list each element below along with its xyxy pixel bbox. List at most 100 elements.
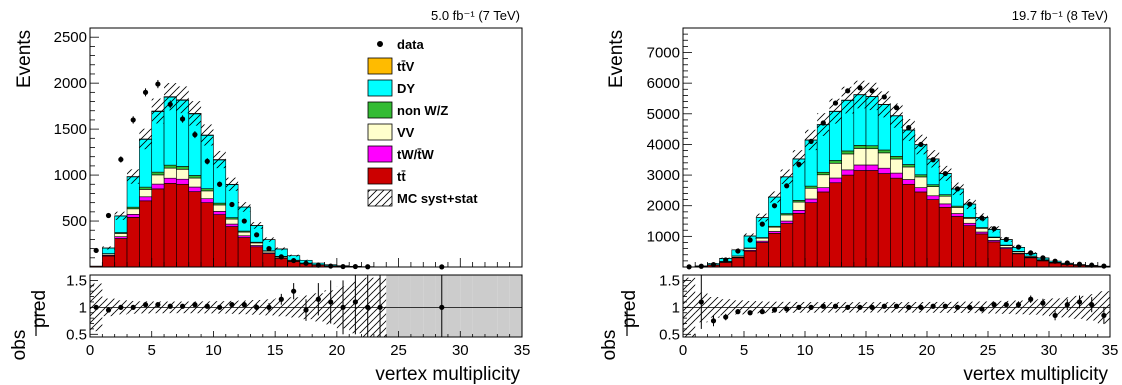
bar <box>829 182 842 268</box>
bar <box>963 225 977 268</box>
ratio-point <box>1089 302 1095 308</box>
bar <box>176 183 190 268</box>
bar <box>914 191 928 268</box>
legend-label: MC syst+stat <box>397 191 478 206</box>
data-point <box>167 101 173 107</box>
legend-swatch <box>367 101 393 119</box>
bar <box>951 216 964 268</box>
bar <box>792 201 806 211</box>
data-point <box>278 254 284 260</box>
data-point <box>266 246 272 252</box>
ratio-point <box>439 304 445 310</box>
bar <box>188 191 202 268</box>
x-tick-label: 10 <box>797 342 814 359</box>
bar <box>865 170 879 268</box>
bar <box>804 198 818 203</box>
bar <box>999 248 1013 268</box>
data-point <box>1064 260 1070 266</box>
uncertainty-bin <box>866 82 879 111</box>
data-point <box>254 232 260 238</box>
data-points <box>686 85 1107 270</box>
ratio-point <box>315 296 321 302</box>
ratio-point <box>229 302 235 308</box>
uncertainty-bin <box>139 128 152 150</box>
ratio-point <box>796 304 802 310</box>
bar <box>139 186 153 190</box>
bar <box>225 223 239 227</box>
legend-hatch <box>367 189 393 207</box>
y-tick-label: 4000 <box>647 136 680 153</box>
x-tick-label: 25 <box>390 342 407 359</box>
bar <box>841 174 855 268</box>
bar <box>890 158 903 174</box>
x-tick-label: 5 <box>148 342 156 359</box>
bar <box>768 226 781 232</box>
uncertainty-bin <box>225 177 239 191</box>
data-point <box>735 248 741 254</box>
ratio-point <box>291 288 297 294</box>
uncertainty-bin <box>188 101 202 126</box>
bar <box>188 175 202 179</box>
ratio-point <box>784 306 790 312</box>
ratio-title-bottom: pred <box>619 290 640 328</box>
ratio-point <box>365 304 371 310</box>
ratio-y-tick-label: 1.5 <box>659 272 680 289</box>
bar <box>975 233 989 268</box>
x-tick-label: 35 <box>514 342 531 359</box>
bar <box>902 164 916 168</box>
bar <box>804 185 818 189</box>
series-tt̄ <box>682 170 1111 268</box>
ratio-empty-bin <box>386 275 399 337</box>
bar <box>755 237 769 242</box>
ratio-point <box>118 304 124 310</box>
bar <box>250 242 264 246</box>
ratio-point <box>918 304 924 310</box>
bar <box>102 255 115 268</box>
bar <box>743 250 757 268</box>
ratio-point <box>857 304 863 310</box>
ratio-point <box>352 299 358 305</box>
x-tick-label: 10 <box>205 342 222 359</box>
bar <box>816 174 830 188</box>
ratio-frame <box>89 274 523 338</box>
bar <box>755 242 769 268</box>
ratio-point <box>747 310 753 316</box>
uncertainty-bin <box>164 83 177 111</box>
data-point <box>906 124 912 131</box>
data-point <box>1003 236 1009 243</box>
ratio-point <box>241 302 247 308</box>
data-point <box>893 105 900 111</box>
ratio-point <box>771 307 778 313</box>
ratio-empty-bin <box>509 275 522 337</box>
bar <box>951 207 964 214</box>
ratio-point <box>979 306 985 312</box>
ratio-point <box>820 303 826 309</box>
bar <box>987 241 1001 268</box>
data-point <box>303 260 309 266</box>
uncertainty-bin <box>213 150 226 169</box>
ratio-point <box>278 296 284 302</box>
data-point <box>1076 261 1083 267</box>
bar <box>804 187 818 200</box>
ratio-point <box>967 304 973 310</box>
data-point <box>832 100 839 106</box>
data-points <box>93 79 445 270</box>
uncertainty-bin <box>250 222 263 229</box>
data-point <box>1101 263 1107 269</box>
bar <box>225 218 239 225</box>
ratio-point <box>167 303 173 309</box>
data-point <box>845 88 851 94</box>
bar <box>938 195 952 205</box>
ratio-y-tick-label: 1 <box>79 299 87 316</box>
data-point <box>1052 258 1058 264</box>
data-point <box>723 257 729 263</box>
data-point <box>328 263 334 269</box>
data-point <box>784 183 790 189</box>
ratio-point <box>735 309 741 315</box>
bar <box>816 191 830 268</box>
bar <box>792 213 806 268</box>
luminosity-label: 5.0 fb⁻¹ (7 TeV) <box>431 8 520 23</box>
uncertainty-bin <box>756 213 769 222</box>
data-point <box>857 85 863 91</box>
luminosity-label: 19.7 fb⁻¹ (8 TeV) <box>1012 8 1108 23</box>
